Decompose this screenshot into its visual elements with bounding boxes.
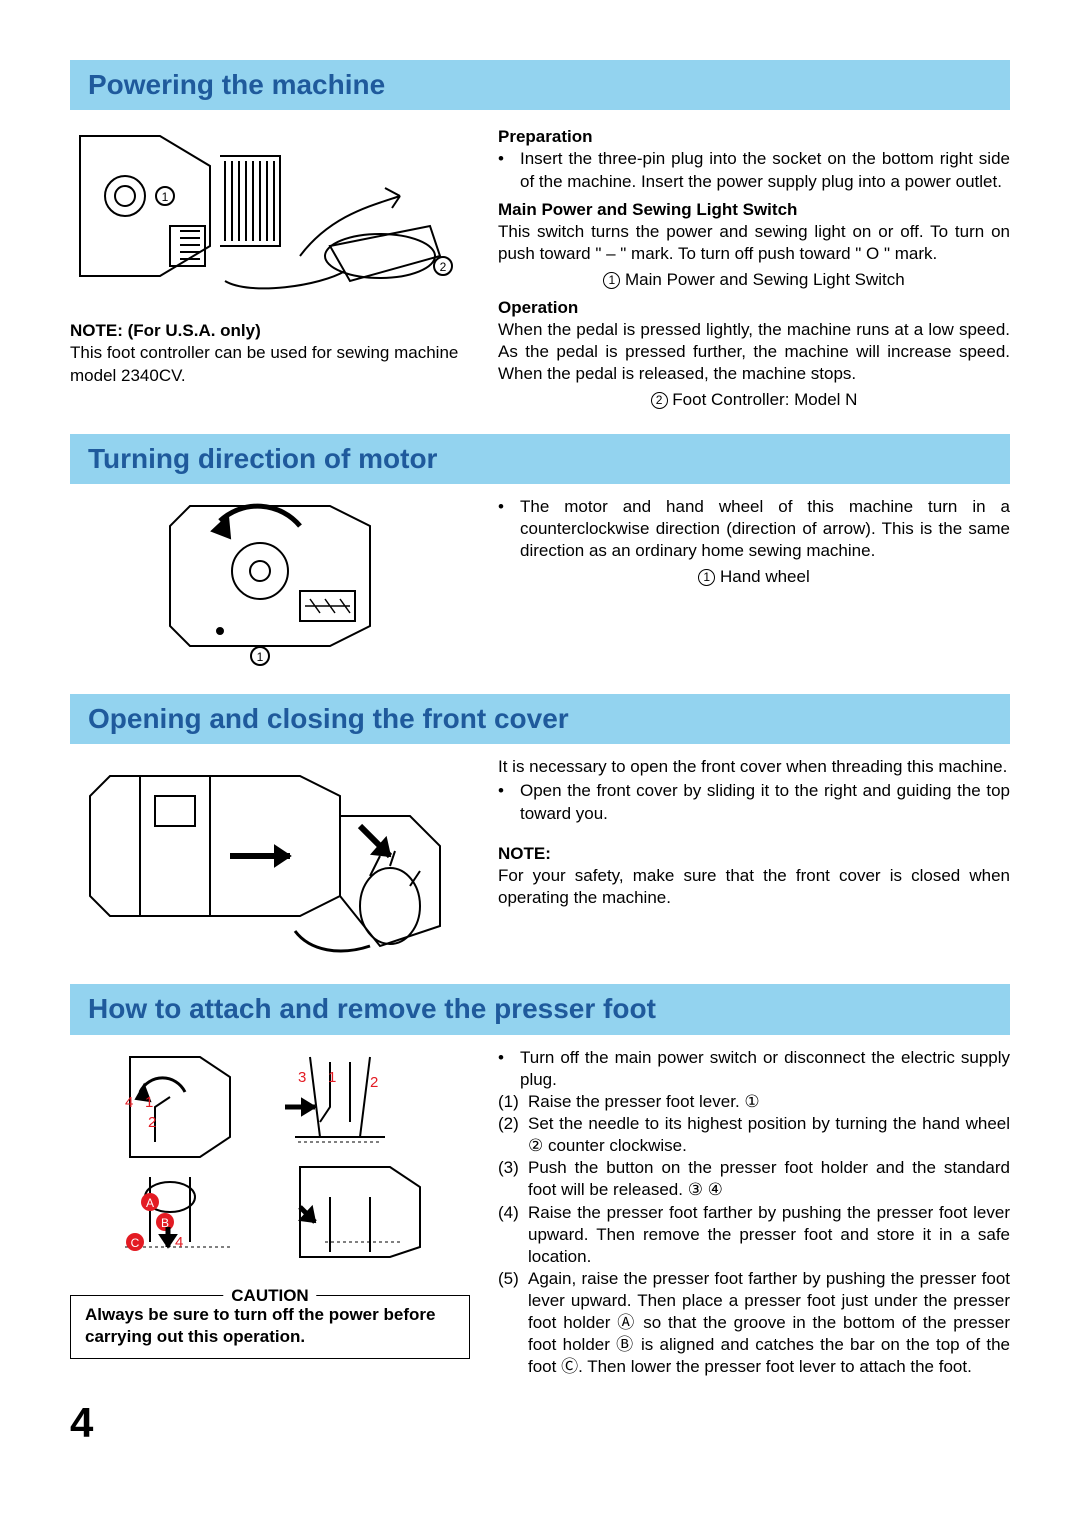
step1-t: Raise the presser foot lever. ① <box>528 1091 1010 1113</box>
step3-n: (3) <box>498 1157 528 1201</box>
illus-turning: 1 <box>150 496 390 666</box>
step-1: (1)Raise the presser foot lever. ① <box>498 1091 1010 1113</box>
right-col-powering: Preparation • Insert the three-pin plug … <box>498 122 1010 411</box>
mainpower-heading: Main Power and Sewing Light Switch <box>498 199 1010 221</box>
operation-text: When the pedal is pressed lightly, the m… <box>498 319 1010 385</box>
powering-note-title: NOTE: (For U.S.A. only) <box>70 321 261 340</box>
step4-t: Raise the presser foot farther by pushin… <box>528 1202 1010 1268</box>
step1-n: (1) <box>498 1091 528 1113</box>
callout-handwheel: 1 Hand wheel <box>498 566 1010 588</box>
section-header-powering: Powering the machine <box>70 60 1010 110</box>
right-col-turning: • The motor and hand wheel of this machi… <box>498 496 1010 672</box>
left-col-powering: 1 2 NOTE: (For U.S.A. only) This foot co… <box>70 122 470 411</box>
left-col-presser: 4 1 2 3 1 2 A B <box>70 1047 470 1378</box>
svg-text:1: 1 <box>328 1069 336 1086</box>
step-3: (3)Push the button on the presser foot h… <box>498 1157 1010 1201</box>
callout2-num: 2 <box>651 392 668 409</box>
svg-text:A: A <box>146 1196 154 1210</box>
powering-note-text: This foot controller can be used for sew… <box>70 342 470 386</box>
preparation-bullet: • Insert the three-pin plug into the soc… <box>498 148 1010 192</box>
section-header-presser: How to attach and remove the presser foo… <box>70 984 1010 1034</box>
section-body-presser: 4 1 2 3 1 2 A B <box>70 1047 1010 1378</box>
svg-text:2: 2 <box>440 260 447 274</box>
bullet-dot: • <box>498 148 520 192</box>
illus-powering: 1 2 <box>70 126 470 306</box>
opening-bullet: • Open the front cover by sliding it to … <box>498 780 1010 824</box>
step5-n: (5) <box>498 1268 528 1378</box>
mainpower-text: This switch turns the power and sewing l… <box>498 221 1010 265</box>
section-body-opening: It is necessary to open the front cover … <box>70 756 1010 962</box>
bullet-dot: • <box>498 780 520 824</box>
caution-label: CAUTION <box>223 1285 316 1307</box>
presser-bullet-text: Turn off the main power switch or discon… <box>520 1047 1010 1091</box>
svg-text:4: 4 <box>175 1234 183 1251</box>
operation-heading: Operation <box>498 297 1010 319</box>
step2-n: (2) <box>498 1113 528 1157</box>
section-body-turning: 1 • The motor and hand wheel of this mac… <box>70 496 1010 672</box>
turning-callout-num: 1 <box>698 569 715 586</box>
opening-intro: It is necessary to open the front cover … <box>498 756 1010 778</box>
svg-text:3: 3 <box>298 1069 306 1086</box>
illus-opening <box>80 756 460 956</box>
section-title-presser: How to attach and remove the presser foo… <box>88 991 992 1027</box>
caution-text: Always be sure to turn off the power bef… <box>85 1304 455 1348</box>
svg-text:1: 1 <box>257 650 264 664</box>
preparation-heading: Preparation <box>498 126 1010 148</box>
turning-callout-text: Hand wheel <box>715 567 810 586</box>
right-col-opening: It is necessary to open the front cover … <box>498 756 1010 962</box>
callout-footcontroller: 2 Foot Controller: Model N <box>498 389 1010 411</box>
bullet-dot: • <box>498 496 520 562</box>
svg-text:C: C <box>131 1236 140 1250</box>
left-col-turning: 1 <box>70 496 470 672</box>
svg-text:2: 2 <box>148 1114 156 1131</box>
page-number: 4 <box>70 1396 1010 1451</box>
step-5: (5)Again, raise the presser foot farther… <box>498 1268 1010 1378</box>
step-2: (2)Set the needle to its highest positio… <box>498 1113 1010 1157</box>
presser-steps: (1)Raise the presser foot lever. ① (2)Se… <box>498 1091 1010 1378</box>
left-col-opening <box>70 756 470 962</box>
powering-note: NOTE: (For U.S.A. only) <box>70 320 470 342</box>
section-title-powering: Powering the machine <box>88 67 992 103</box>
step-4: (4)Raise the presser foot farther by pus… <box>498 1202 1010 1268</box>
section-header-turning: Turning direction of motor <box>70 434 1010 484</box>
presser-bullet: • Turn off the main power switch or disc… <box>498 1047 1010 1091</box>
svg-text:1: 1 <box>145 1094 153 1111</box>
step5-t: Again, raise the presser foot farther by… <box>528 1268 1010 1378</box>
callout2-text: Foot Controller: Model N <box>668 390 858 409</box>
step3-t: Push the button on the presser foot hold… <box>528 1157 1010 1201</box>
section-title-turning: Turning direction of motor <box>88 441 992 477</box>
preparation-bullet-text: Insert the three-pin plug into the socke… <box>520 148 1010 192</box>
opening-bullet-text: Open the front cover by sliding it to th… <box>520 780 1010 824</box>
callout-mainpower: 1 Main Power and Sewing Light Switch <box>498 269 1010 291</box>
callout1-text: Main Power and Sewing Light Switch <box>620 270 904 289</box>
step4-n: (4) <box>498 1202 528 1268</box>
step2-t: Set the needle to its highest position b… <box>528 1113 1010 1157</box>
section-body-powering: 1 2 NOTE: (For U.S.A. only) This foot co… <box>70 122 1010 411</box>
svg-text:1: 1 <box>162 190 169 204</box>
illus-presser: 4 1 2 3 1 2 A B <box>70 1047 470 1267</box>
opening-note-title: NOTE: <box>498 843 1010 865</box>
turning-bullet-text: The motor and hand wheel of this machine… <box>520 496 1010 562</box>
caution-box: CAUTION Always be sure to turn off the p… <box>70 1295 470 1359</box>
svg-text:4: 4 <box>125 1094 133 1111</box>
section-header-opening: Opening and closing the front cover <box>70 694 1010 744</box>
callout1-num: 1 <box>603 272 620 289</box>
section-title-opening: Opening and closing the front cover <box>88 701 992 737</box>
turning-bullet: • The motor and hand wheel of this machi… <box>498 496 1010 562</box>
opening-note-text: For your safety, make sure that the fron… <box>498 865 1010 909</box>
right-col-presser: • Turn off the main power switch or disc… <box>498 1047 1010 1378</box>
bullet-dot: • <box>498 1047 520 1091</box>
svg-text:2: 2 <box>370 1074 378 1091</box>
